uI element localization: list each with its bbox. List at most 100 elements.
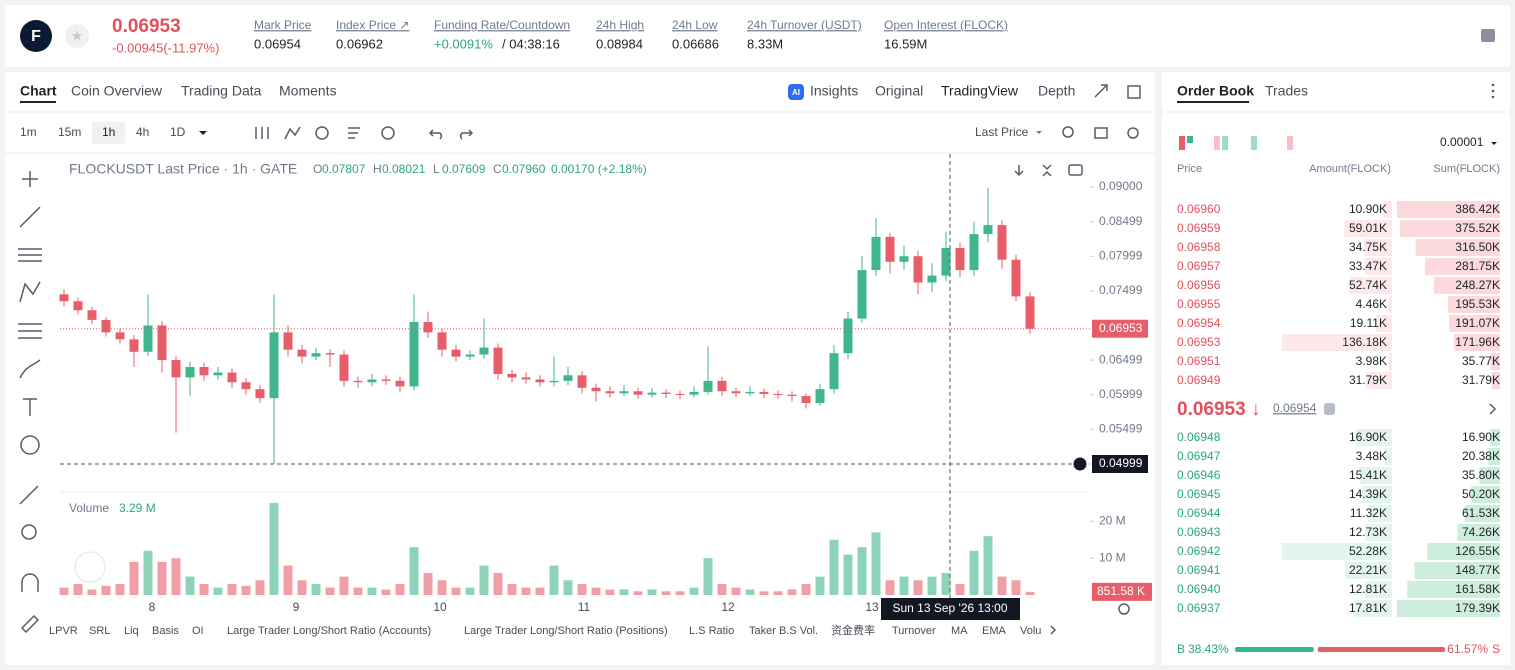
crosshair-tool[interactable]: [22, 171, 38, 187]
fit-icon[interactable]: [1068, 164, 1083, 176]
icon[interactable]: [1481, 29, 1495, 42]
crosshair-add[interactable]: [1072, 456, 1088, 472]
view-tab[interactable]: Original: [875, 83, 923, 99]
volume-bar: [801, 583, 811, 595]
precision[interactable]: 0.00001: [1440, 135, 1484, 149]
interval[interactable]: 1m: [20, 125, 37, 139]
tv-logo: [74, 551, 106, 583]
indicator[interactable]: 资金费率: [831, 623, 875, 637]
stat-value: 0.06954: [254, 36, 301, 51]
indicator[interactable]: Basis: [152, 625, 179, 637]
indicator[interactable]: L.S Ratio: [689, 625, 734, 637]
candle-body: [157, 325, 167, 361]
brush-tool[interactable]: [19, 359, 41, 379]
more-icon[interactable]: [1050, 625, 1057, 635]
interval[interactable]: 1h: [102, 125, 115, 139]
volume-bar: [843, 554, 853, 595]
gear-icon[interactable]: [1118, 603, 1130, 615]
indicator[interactable]: SRL: [89, 625, 110, 637]
candle-body: [787, 394, 797, 397]
amount-bar: [1345, 562, 1392, 579]
arrow-icon[interactable]: [1489, 403, 1497, 415]
add-icon[interactable]: [381, 126, 395, 140]
indicator[interactable]: Large Trader Long/Short Ratio (Positions…: [464, 625, 668, 637]
icon[interactable]: [1287, 136, 1293, 150]
pattern-tool[interactable]: [19, 281, 41, 303]
price-change: -0.00945(-11.97%): [112, 40, 219, 55]
indicator[interactable]: LPVR: [49, 625, 78, 637]
collapse-icon[interactable]: [1042, 164, 1052, 177]
view-tab[interactable]: Depth: [1038, 83, 1075, 99]
ob-col: Price: [1177, 163, 1202, 175]
volume-bar: [997, 576, 1007, 595]
ob-tab[interactable]: Order Book: [1177, 83, 1254, 99]
ob-amount: 11.32K: [1350, 506, 1387, 520]
indicator[interactable]: Large Trader Long/Short Ratio (Accounts): [227, 625, 431, 637]
camera-icon[interactable]: [1094, 127, 1108, 139]
tab[interactable]: Trading Data: [181, 83, 262, 99]
dropdown[interactable]: [1491, 142, 1497, 145]
replay-icon[interactable]: [315, 126, 329, 140]
icon[interactable]: [1179, 136, 1185, 150]
indicator[interactable]: OI: [192, 625, 204, 637]
view-tab[interactable]: TradingView: [941, 83, 1019, 99]
interval[interactable]: 4h: [136, 125, 149, 139]
stat-value: 0.06962: [336, 36, 383, 51]
icon[interactable]: [1251, 136, 1257, 150]
expand-icon[interactable]: [1094, 84, 1108, 98]
zoom-tool[interactable]: [21, 524, 37, 540]
fib-tool[interactable]: [18, 248, 42, 262]
candle-icon[interactable]: [255, 127, 269, 139]
indicator[interactable]: EMA: [982, 625, 1007, 637]
redo-icon[interactable]: [459, 129, 474, 140]
tab[interactable]: Chart: [20, 83, 57, 99]
volume-bar: [871, 532, 881, 595]
stat-value: +0.0091%: [434, 36, 493, 51]
price-type[interactable]: Last Price: [975, 125, 1029, 139]
ob-price: 0.06960: [1177, 202, 1221, 216]
draw-tool[interactable]: [20, 614, 40, 634]
icon[interactable]: [1187, 136, 1193, 143]
ob-tab[interactable]: Trades: [1265, 83, 1308, 99]
indicator[interactable]: Volu: [1020, 625, 1041, 637]
ob-amount: 19.11K: [1350, 316, 1387, 330]
indicator[interactable]: Turnover: [892, 625, 936, 637]
settings-icon[interactable]: [1127, 127, 1139, 139]
dropdown[interactable]: [1036, 131, 1042, 134]
volume-bar: [227, 583, 237, 595]
indicator[interactable]: Taker B.S Vol.: [749, 625, 818, 637]
candle-body: [605, 391, 615, 394]
projection-tool[interactable]: [18, 323, 42, 339]
tab[interactable]: Coin Overview: [71, 83, 163, 99]
window-icon[interactable]: [1127, 85, 1141, 99]
volume-bar: [983, 536, 993, 595]
magnet-tool[interactable]: [21, 573, 39, 592]
candle-body: [409, 322, 419, 387]
undo-icon[interactable]: [428, 129, 443, 140]
interval[interactable]: 15m: [58, 125, 81, 139]
volume-bar: [269, 503, 279, 595]
interval[interactable]: 1D: [170, 125, 186, 139]
crosshair-price: 0.04999: [1099, 456, 1143, 470]
scroll-icon[interactable]: [1014, 165, 1024, 177]
indicator-icon[interactable]: [284, 126, 301, 140]
tab[interactable]: Moments: [279, 83, 337, 99]
text-tool[interactable]: [23, 398, 37, 416]
ob-sum: 35.77K: [1462, 354, 1500, 368]
view-tab[interactable]: Insights: [810, 83, 858, 99]
icon[interactable]: [1222, 136, 1228, 150]
search-icon[interactable]: [1062, 126, 1074, 138]
icon[interactable]: [1214, 136, 1220, 150]
candle-body: [801, 396, 811, 404]
indicator[interactable]: MA: [951, 625, 968, 637]
favorite[interactable]: [65, 24, 89, 48]
emoji-tool[interactable]: [20, 435, 40, 455]
line-tool[interactable]: [19, 206, 41, 228]
dropdown[interactable]: [199, 131, 207, 135]
volume-bar: [465, 587, 475, 595]
ob-price: 0.06957: [1177, 259, 1221, 273]
indicator[interactable]: Liq: [124, 625, 139, 637]
ruler-tool[interactable]: [19, 485, 39, 505]
volume-bar: [927, 576, 937, 595]
template-icon[interactable]: [348, 127, 360, 139]
